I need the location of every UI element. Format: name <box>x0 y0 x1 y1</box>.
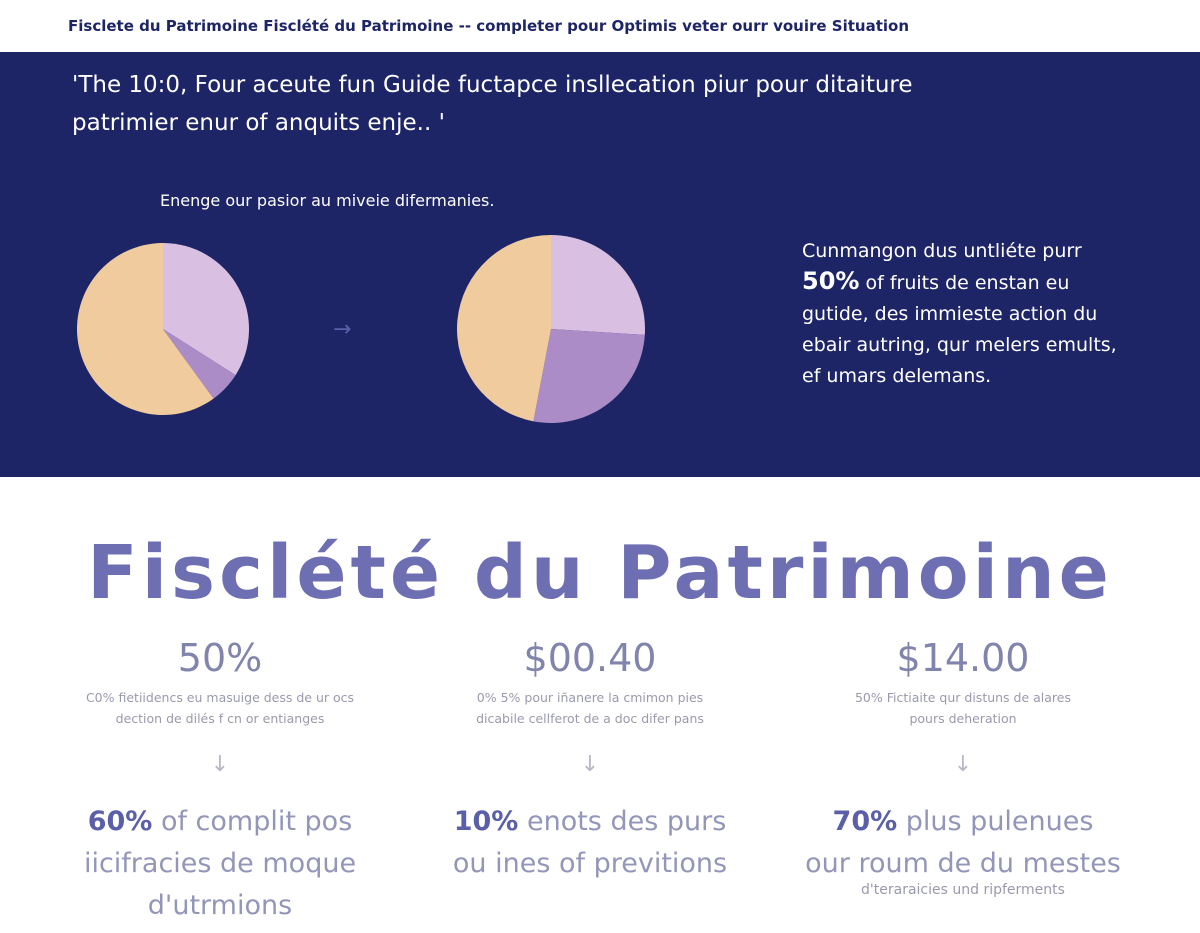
arrow-icon: ↓ <box>953 752 973 777</box>
pie-slice <box>457 235 551 422</box>
result-highlight: 10% <box>453 806 519 837</box>
stat-description: 50% Fictiaite qur distuns de alares <box>854 690 1072 705</box>
stat-value: 50% <box>177 636 263 680</box>
header-title: Fisclete du Patrimoine Fisclété du Patri… <box>68 17 910 35</box>
quote-line: patrimier enur of anquits enje.. ' <box>72 110 445 136</box>
pie-slice <box>163 329 236 399</box>
result-line: d'utrmions <box>20 890 420 921</box>
result-note: d'teraraicies und ripferments <box>861 882 1065 898</box>
stat-description: dection de dilés f cn or entianges <box>115 711 325 726</box>
result-highlight: 70% <box>832 806 898 837</box>
callout-line: gutide, des immieste action du <box>802 303 1098 325</box>
header: Fisclete du Patrimoine Fisclété du Patri… <box>0 0 1200 52</box>
stat-description: 0% 5% pour iñanere la cmimon pies <box>476 690 704 705</box>
result-text: our roum de du mestes <box>805 848 1121 879</box>
pie-slice <box>163 243 249 376</box>
section-title: Fisclété du Patrimoine <box>87 530 1113 616</box>
result-line: our roum de du mestes <box>763 848 1163 879</box>
result-line: 70% plus pulenues <box>763 806 1163 837</box>
result-line: 60% of complit pos <box>20 806 420 837</box>
caption: Enenge our pasior au miveie difermanies. <box>160 191 495 210</box>
result-text: iicifracies de moque <box>83 848 357 879</box>
callout-line: Cunmangon dus untliéte purr <box>802 240 1082 262</box>
result-line: ou ines of previtions <box>390 848 790 879</box>
stat-value: $00.40 <box>523 636 657 680</box>
stat-description: dicabile cellferot de a doc difer pans <box>476 711 704 726</box>
callout-line: ebair autring, qur melers emults, <box>802 334 1117 356</box>
callout-text: of fruits de enstan eu <box>865 272 1070 294</box>
pie-slice <box>533 329 645 423</box>
arrow-icon: ↓ <box>210 752 230 777</box>
result-text: plus pulenues <box>905 806 1094 837</box>
pie-area: → <box>76 235 645 423</box>
result-line: 10% enots des purs <box>390 806 790 837</box>
result-line: iicifracies de moque <box>20 848 420 879</box>
result-text: enots des purs <box>526 806 727 837</box>
result-text: d'utrmions <box>147 890 293 921</box>
pie-slice <box>76 243 214 415</box>
callout-line: 50% of fruits de enstan eu <box>802 267 1069 295</box>
pie-slice <box>551 235 645 335</box>
arrow-icon: → <box>333 317 351 342</box>
result-text: ou ines of previtions <box>452 848 728 879</box>
stat-description: C0% fietiidencs eu masuige dess de ur oc… <box>85 690 355 705</box>
callout-line: ef umars delemans. <box>802 365 992 387</box>
arrow-icon: ↓ <box>580 752 600 777</box>
hero: 'The 10:0, Four aceute fun Guide fuctapc… <box>0 52 1200 477</box>
result-highlight: 60% <box>87 806 153 837</box>
quote-line: 'The 10:0, Four aceute fun Guide fuctapc… <box>72 72 913 98</box>
stat-value: $14.00 <box>896 636 1030 680</box>
callout-highlight: 50% <box>802 267 860 295</box>
stat-description: pours deheration <box>909 711 1017 726</box>
result-text: of complit pos <box>160 806 353 837</box>
